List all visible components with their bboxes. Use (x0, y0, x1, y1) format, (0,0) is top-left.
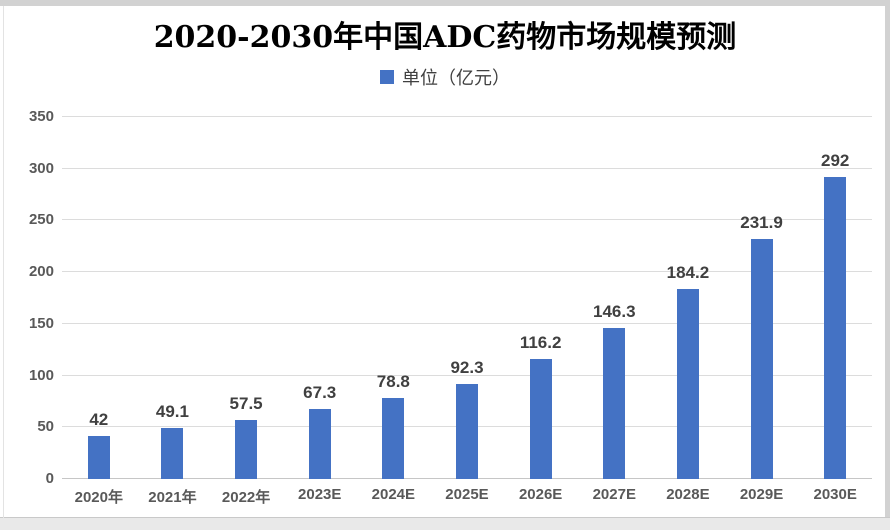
bar-value-label: 67.3 (303, 383, 337, 403)
window-frame-top (0, 0, 890, 6)
x-tick-label: 2025E (445, 486, 489, 503)
bar-column: 42 (62, 117, 136, 479)
gridline (62, 271, 872, 273)
bar (529, 358, 552, 479)
bar-value-label: 116.2 (519, 332, 562, 352)
x-tick-label: 2024E (371, 486, 416, 503)
bar (603, 327, 626, 479)
bar-value-label: 78.8 (376, 371, 410, 391)
x-tick-label: 2028E (666, 486, 710, 503)
y-tick-label: 100 (28, 366, 54, 384)
bar-column: 57.5 (209, 117, 283, 479)
bar (382, 397, 405, 479)
gridline (62, 167, 872, 169)
bar-value-label: 146.3 (592, 301, 636, 321)
gridline (62, 219, 872, 221)
y-tick-label: 350 (28, 108, 54, 125)
bar-value-label: 92.3 (450, 357, 484, 377)
bar (750, 239, 773, 479)
gridline (62, 374, 872, 376)
bar-column: 78.8 (357, 117, 431, 479)
y-tick-label: 300 (28, 159, 54, 177)
gridline (62, 322, 872, 324)
plot-area: 42 49.1 57.5 67.3 78.8 92.3 116.2 146.3 184.2 231… (62, 116, 872, 479)
gridline (62, 116, 872, 117)
bar (676, 288, 699, 479)
chart-title: 2020-2030年中国ADC药物市场规模预测 (153, 20, 737, 55)
bar-value-label: 57.5 (229, 393, 263, 413)
bar (308, 409, 331, 479)
bar (235, 419, 258, 479)
bar-column: 49.1 (136, 117, 210, 479)
x-tick-label: 2026E (518, 486, 563, 503)
x-tick-label: 2022年 (221, 489, 271, 506)
window-frame-bottom (0, 517, 890, 530)
bar (87, 435, 110, 479)
x-tick-label: 2020年 (74, 489, 123, 506)
x-tick-label: 2030E (813, 486, 857, 503)
legend: 单位（亿元） (0, 64, 890, 90)
bar-column: 184.2 (651, 117, 725, 479)
legend-label: 单位（亿元） (402, 68, 510, 89)
bar (161, 428, 184, 479)
x-tick-label: 2021年 (148, 489, 197, 506)
y-tick-label: 200 (28, 263, 54, 281)
bar-value-label: 49.1 (155, 402, 189, 422)
bar-column: 67.3 (283, 117, 357, 479)
legend-color-swatch-icon (380, 70, 394, 84)
bar-value-label: 42 (89, 409, 109, 429)
y-tick-label: 50 (37, 418, 54, 436)
x-axis-labels: 2020年 2021年 2022年 2023E 2024E 2025E 2026E 2027E… (62, 486, 872, 510)
bar (455, 383, 478, 479)
bar-value-label: 184.2 (666, 262, 710, 282)
bar-column: 116.2 (504, 117, 578, 479)
bar-column: 92.3 (430, 117, 504, 479)
bar-value-label: 292 (820, 151, 850, 170)
y-tick-label: 250 (28, 211, 54, 229)
y-axis-labels: 0 50 100 150 200 250 300 350 (0, 108, 54, 487)
bar (824, 177, 847, 479)
bar-column: 146.3 (577, 117, 651, 479)
y-tick-label: 150 (28, 314, 54, 332)
x-tick-label: 2023E (298, 486, 342, 503)
bar-column: 231.9 (725, 117, 799, 479)
window-frame-right (885, 0, 890, 530)
bar-column: 292 (798, 117, 872, 479)
x-tick-label: 2027E (592, 486, 636, 503)
window-frame-left (3, 6, 4, 518)
x-tick-label: 2029E (739, 486, 784, 503)
bar-value-label: 231.9 (740, 213, 783, 233)
y-tick-label: 0 (45, 470, 54, 487)
